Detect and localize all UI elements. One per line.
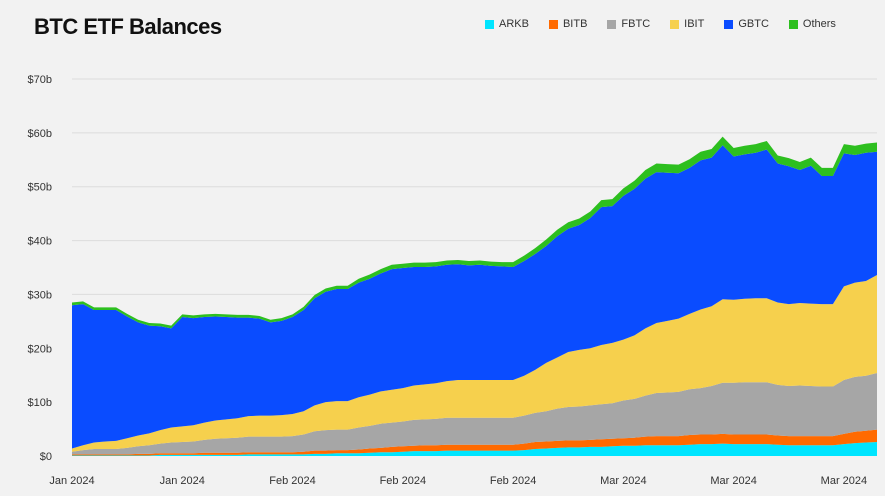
legend-swatch [485,19,494,29]
legend-label: GBTC [738,18,769,30]
y-tick-label: $0 [40,451,52,463]
legend-label: BITB [562,18,588,30]
legend-swatch [788,19,798,29]
area-series-gbtc [72,145,877,449]
x-tick-label: Mar 2024 [600,475,646,487]
legend-swatch [724,19,734,29]
x-tick-label: Jan 2024 [49,475,94,487]
legend-swatch [548,19,558,29]
y-tick-label: $70b [28,74,52,86]
legend-label: Others [802,18,836,30]
y-tick-label: $40b [28,236,52,248]
chart-title: BTC ETF Balances [34,14,222,39]
legend-item-arkb: ARKB [485,18,529,30]
legend-item-ibit: IBIT [670,18,704,30]
y-tick-label: $30b [28,289,52,301]
x-tick-label: Feb 2024 [490,475,536,487]
y-tick-label: $20b [28,343,52,355]
x-tick-label: Feb 2024 [380,475,426,487]
legend-item-fbtc: FBTC [607,18,650,30]
y-tick-label: $60b [28,128,52,140]
chart-legend: ARKB BITB FBTC IBIT GBTC Others [485,18,836,30]
legend-item-gbtc: GBTC [724,18,769,30]
legend-label: FBTC [621,18,651,30]
legend-swatch [670,19,680,29]
y-tick-label: $50b [28,182,52,194]
x-tick-label: Mar 2024 [821,475,867,487]
x-tick-label: Mar 2024 [710,475,756,487]
legend-item-others: Others [788,18,836,30]
legend-swatch [607,19,617,29]
area-series-arkb [72,442,877,456]
y-tick-label: $10b [28,397,52,409]
legend-item-bitb: BITB [548,18,588,30]
legend-label: ARKB [499,18,529,30]
area-series-bitb [72,429,877,456]
legend-label: IBIT [684,18,705,30]
area-series-fbtc [72,373,877,455]
x-tick-label: Jan 2024 [160,475,205,487]
x-tick-label: Feb 2024 [269,475,315,487]
area-series-ibit [72,275,877,452]
